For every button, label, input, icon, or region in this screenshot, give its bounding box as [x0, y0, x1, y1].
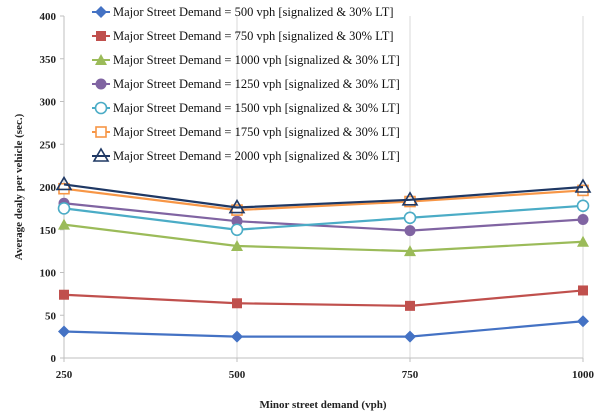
x-axis-ticks: 250 500 750 1000 — [56, 358, 595, 381]
y-tick-label: 50 — [45, 310, 57, 322]
data-point — [404, 225, 416, 237]
data-point — [58, 325, 70, 338]
series-3 — [58, 218, 589, 257]
legend-label: Major Street Demand = 1250 vph [signaliz… — [113, 77, 400, 91]
legend-label: Major Street Demand = 750 vph [signalize… — [113, 29, 394, 43]
data-point — [578, 285, 588, 296]
series-line — [63, 187, 584, 212]
legend-label: Major Street Demand = 1750 vph [signaliz… — [113, 125, 400, 139]
data-point — [55, 175, 73, 191]
y-tick-label: 400 — [40, 11, 57, 23]
y-tick-label: 300 — [40, 97, 57, 109]
series-line — [63, 202, 584, 232]
data-point — [228, 198, 246, 214]
data-point — [403, 211, 417, 225]
data-point — [577, 315, 589, 328]
data-point — [404, 330, 416, 343]
series-line — [63, 320, 584, 338]
series-line — [63, 289, 584, 307]
legend-label: Major Street Demand = 500 vph [signalize… — [113, 5, 394, 19]
legend-entry: Major Street Demand = 1750 vph [signaliz… — [92, 125, 400, 139]
data-point — [577, 213, 589, 225]
x-tick-label: 500 — [229, 369, 246, 381]
data-point — [574, 178, 592, 193]
legend-swatch-marker — [95, 54, 107, 65]
series-7 — [55, 175, 592, 214]
legend-label: Major Street Demand = 1000 vph [signaliz… — [113, 53, 400, 67]
series-line — [63, 223, 584, 253]
data-point — [577, 235, 589, 247]
x-tick-label: 750 — [402, 369, 419, 381]
y-tick-label: 0 — [51, 353, 57, 365]
data-point — [405, 300, 415, 311]
data-point — [577, 184, 589, 197]
data-point — [401, 191, 419, 206]
series-line — [63, 183, 584, 209]
legend-entry: Major Street Demand = 500 vph [signalize… — [92, 5, 394, 19]
data-point — [59, 289, 69, 300]
y-tick-label: 150 — [40, 225, 57, 237]
series-1 — [58, 315, 589, 343]
legend-entry: Major Street Demand = 1250 vph [signaliz… — [92, 77, 400, 91]
series-line — [63, 204, 584, 231]
series-5 — [57, 199, 590, 237]
data-point — [231, 239, 243, 251]
data-point — [231, 330, 243, 343]
y-tick-label: 350 — [40, 54, 57, 66]
y-axis-title: Average dealy per vehicle (sec.) — [13, 113, 25, 260]
data-point — [576, 199, 590, 213]
legend-entry: Major Street Demand = 2000 vph [signaliz… — [92, 147, 400, 163]
y-axis-ticks: 0 50 100 150 200 250 300 350 400 — [40, 11, 64, 365]
x-axis-title: Minor street demand (vph) — [259, 399, 386, 411]
y-tick-label: 250 — [40, 139, 57, 151]
legend-swatch-marker — [92, 147, 110, 162]
legend-swatch-marker — [96, 31, 106, 41]
data-point — [231, 215, 243, 227]
x-tick-label: 250 — [56, 369, 73, 381]
data-point — [57, 202, 71, 215]
legend-swatch-marker — [95, 126, 107, 138]
legend-swatch-marker — [95, 78, 107, 90]
data-point — [58, 218, 70, 230]
y-tick-label: 100 — [40, 268, 57, 280]
axes — [63, 16, 583, 359]
legend-swatch-marker — [95, 6, 107, 18]
legend-swatch-marker — [94, 101, 108, 115]
series-layer — [55, 175, 592, 343]
data-point — [232, 298, 242, 309]
series-2 — [59, 285, 588, 311]
data-point — [404, 245, 416, 257]
legend: Major Street Demand = 500 vph [signalize… — [92, 5, 400, 163]
legend-entry: Major Street Demand = 750 vph [signalize… — [92, 29, 394, 43]
legend-entry: Major Street Demand = 1500 vph [signaliz… — [92, 101, 400, 115]
legend-label: Major Street Demand = 2000 vph [signaliz… — [113, 149, 400, 163]
data-point — [230, 223, 244, 237]
x-tick-label: 1000 — [572, 369, 595, 381]
y-tick-label: 200 — [40, 182, 57, 194]
legend-label: Major Street Demand = 1500 vph [signaliz… — [113, 101, 400, 115]
legend-entry: Major Street Demand = 1000 vph [signaliz… — [92, 53, 400, 67]
